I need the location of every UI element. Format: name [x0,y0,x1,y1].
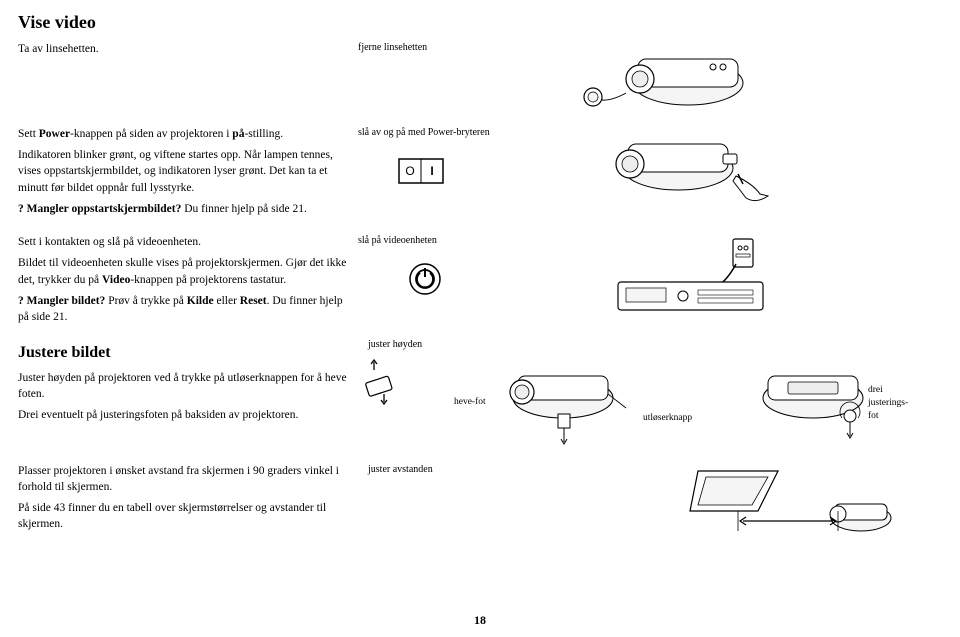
fig2-caption: slå av og på med Power-bryteren [358,126,558,140]
fig1-caption: fjerne linsehetten [358,41,558,55]
fig3-caption: slå på videoenheten [358,234,558,248]
svg-text:I: I [430,164,433,178]
page-title: Vise video [18,10,942,35]
drei-label: drei justerings-fot [868,384,918,424]
power-switch-icon: O I [398,158,444,184]
video-display-text: Bildet til videoenheten skulle vises på … [18,255,348,287]
projector-power-illustration [568,126,778,221]
adjust-distance-illustration [688,463,908,548]
startup-question: ? Mangler oppstartskjermbildet? Du finne… [18,201,348,217]
page-number: 18 [474,612,486,629]
hevefot-label: heve-fot [454,396,494,409]
fig4-caption: juster høyden [368,338,918,352]
adjust-heading: Justere bildet [18,342,348,364]
indicator-text: Indikatoren blinker grønt, og viftene st… [18,147,348,195]
adjust-height-illustration [358,356,918,451]
intro-text: Ta av linsehetten. [18,41,348,57]
adjust-foot-text: Drei eventuelt på justeringsfoten på bak… [18,407,348,423]
table-ref-text: På side 43 finner du en tabell over skje… [18,500,348,532]
projector-lenscap-illustration [568,41,758,113]
video-device-illustration [568,234,778,319]
connect-video-text: Sett i kontakten og slå på videoenheten. [18,234,348,250]
distance-text: Plasser projektoren i ønsket avstand fra… [18,463,348,495]
utloser-label: utløserknapp [643,412,692,425]
adjust-height-text: Juster høyden på projektoren ved å trykk… [18,370,348,402]
svg-text:O: O [405,164,414,178]
power-button-icon [408,262,442,296]
power-step-text: Sett Power-knappen på siden av projektor… [18,126,348,142]
image-question: ? Mangler bildet? Prøv å trykke på Kilde… [18,293,348,325]
